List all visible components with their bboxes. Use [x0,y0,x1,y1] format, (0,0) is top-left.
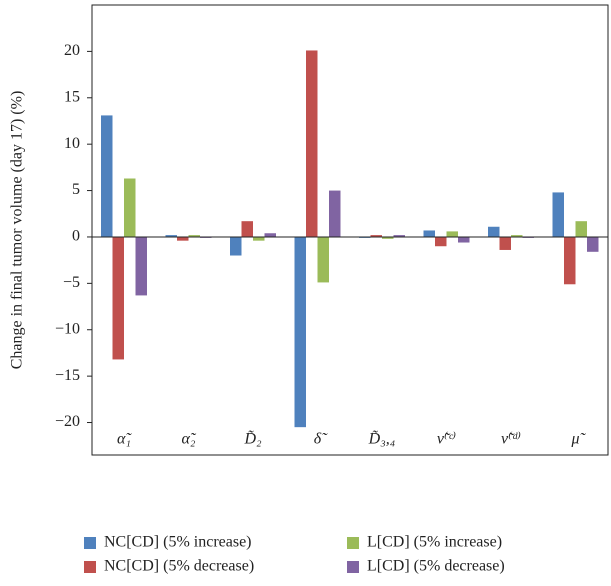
bar [575,221,587,237]
bar [230,236,242,256]
legend-swatch [347,537,359,549]
y-tick-label: −15 [55,367,80,384]
bar [306,50,318,237]
bar [317,236,329,283]
legend-label: L[CD] (5% decrease) [367,558,505,575]
bar [177,236,189,241]
bar [393,235,405,237]
x-tick-label: μ̃ [570,431,586,448]
y-tick-label: 10 [64,135,80,152]
bar [446,231,458,237]
bar [241,221,253,237]
bar [253,236,265,241]
legend-swatch [84,537,96,549]
bar [101,115,113,237]
bar [435,236,447,247]
x-tick-label: ν̃⁽ᶜ⁾ [437,431,456,448]
legend-swatch [84,561,96,573]
bar [165,235,177,237]
x-tick-label: α̃₂ [182,431,197,448]
bar [564,236,576,285]
bar [135,236,147,296]
x-tick-label: D̃₃,₄ [368,430,396,448]
bar [294,236,306,428]
y-tick-label: −20 [55,413,80,430]
bar [552,192,564,237]
legend-swatch [347,561,359,573]
legend-label: NC[CD] (5% decrease) [104,558,254,575]
y-tick-label: 15 [64,88,80,105]
legend-label: L[CD] (5% increase) [367,534,502,551]
bar [112,236,124,360]
y-axis-label: Change in final tumor volume (day 17) (%… [9,91,26,370]
y-tick-label: −5 [63,274,80,291]
bar [587,236,599,252]
plot-frame [91,4,609,456]
bar [188,235,200,237]
bar [458,236,470,243]
bar [488,226,500,237]
y-tick-label: 5 [72,181,80,198]
bar [511,235,523,237]
y-tick-label: −10 [55,320,80,337]
bar [423,230,435,237]
bar [370,235,382,237]
bar [382,236,394,239]
x-tick-label: D̃₂ [243,430,262,448]
bar [499,236,511,250]
x-tick-label: α̃₁ [117,431,132,448]
bar [124,178,136,237]
bar [329,190,341,237]
x-tick-label: δ̃ [314,431,328,448]
y-tick-label: 0 [72,228,80,245]
legend-label: NC[CD] (5% increase) [104,534,252,551]
bar [264,233,276,237]
y-tick-label: 20 [64,42,80,59]
x-tick-label: ν̃⁽ᵈ⁾ [501,431,521,448]
